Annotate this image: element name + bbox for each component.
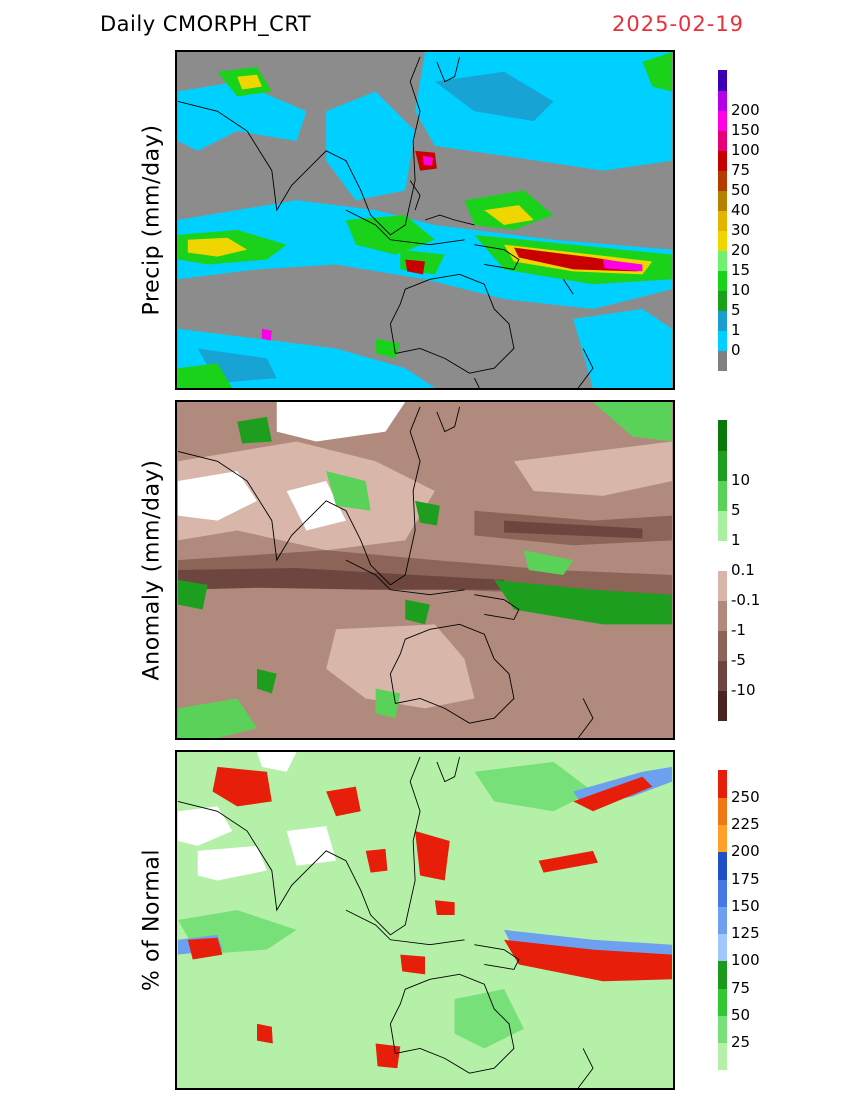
anomaly-map-panel — [175, 400, 675, 740]
colorbar-label: 40 — [731, 200, 751, 219]
colorbar-swatch — [718, 330, 727, 351]
colorbar-swatch — [718, 824, 727, 853]
precip-map — [177, 52, 673, 388]
colorbar-label: 175 — [731, 869, 760, 888]
pct-normal-axis-label: % of Normal — [139, 848, 165, 992]
colorbar-label: 30 — [731, 220, 751, 239]
colorbar-label: -0.1 — [731, 590, 761, 609]
colorbar-label: 75 — [731, 160, 751, 179]
colorbar-label: 1 — [731, 320, 741, 339]
colorbar-swatch — [718, 150, 727, 171]
precip-axis-label: Precip (mm/day) — [139, 124, 165, 316]
colorbar-label: -1 — [731, 620, 746, 639]
colorbar-swatch — [718, 879, 727, 907]
colorbar-label: 20 — [731, 240, 751, 259]
anomaly-axis-label: Anomaly (mm/day) — [139, 459, 165, 681]
colorbar-label: -10 — [731, 680, 756, 699]
anomaly-colorbar — [718, 420, 727, 721]
colorbar-swatch — [718, 230, 727, 251]
colorbar-swatch — [718, 851, 727, 880]
figure-title: Daily CMORPH_CRT — [100, 12, 312, 36]
colorbar-label: 15 — [731, 260, 751, 279]
colorbar-label: 250 — [731, 787, 760, 806]
colorbar-label: 0 — [731, 340, 741, 359]
colorbar-swatch — [718, 190, 727, 211]
colorbar-swatch — [718, 933, 727, 962]
colorbar-label: 10 — [731, 280, 751, 299]
colorbar-swatch — [718, 310, 727, 331]
colorbar-swatch — [718, 420, 727, 451]
colorbar-label: 5 — [731, 500, 741, 519]
colorbar-swatch — [718, 290, 727, 311]
colorbar-swatch — [718, 480, 727, 511]
colorbar-swatch — [718, 110, 727, 131]
colorbar-swatch — [718, 450, 727, 481]
colorbar-label: 50 — [731, 180, 751, 199]
colorbar-swatch — [718, 600, 727, 631]
colorbar-label: 200 — [731, 100, 760, 119]
colorbar-label: 5 — [731, 300, 741, 319]
colorbar-swatch — [718, 170, 727, 191]
colorbar-swatch — [718, 510, 727, 541]
pct-normal-colorbar — [718, 770, 727, 1071]
colorbar-swatch — [718, 570, 727, 601]
colorbar-label: 50 — [731, 1005, 751, 1024]
colorbar-swatch — [718, 250, 727, 271]
colorbar-swatch — [718, 70, 727, 91]
colorbar-label: -5 — [731, 650, 746, 669]
precip-map-panel — [175, 50, 675, 390]
colorbar-label: 125 — [731, 924, 760, 943]
colorbar-label: 0.1 — [731, 560, 755, 579]
colorbar-swatch — [718, 270, 727, 291]
colorbar-swatch — [718, 1015, 727, 1044]
colorbar-label: 100 — [731, 951, 760, 970]
colorbar-label: 100 — [731, 140, 760, 159]
colorbar-label: 10 — [731, 470, 751, 489]
colorbar-label: 225 — [731, 815, 760, 834]
colorbar-swatch — [718, 540, 727, 571]
figure-date: 2025-02-19 — [612, 12, 745, 36]
pct-normal-map-panel — [175, 750, 675, 1090]
colorbar-swatch — [718, 988, 727, 1016]
colorbar-swatch — [718, 770, 727, 798]
colorbar-label: 150 — [731, 120, 760, 139]
colorbar-swatch — [718, 210, 727, 231]
precip-colorbar — [718, 70, 727, 371]
colorbar-label: 150 — [731, 896, 760, 915]
colorbar-swatch — [718, 797, 727, 826]
colorbar-label: 75 — [731, 978, 751, 997]
pct-normal-map — [177, 752, 673, 1088]
colorbar-swatch — [718, 130, 727, 151]
colorbar-swatch — [718, 350, 727, 371]
colorbar-swatch — [718, 660, 727, 691]
anomaly-map — [177, 402, 673, 738]
colorbar-swatch — [718, 690, 727, 721]
colorbar-label: 25 — [731, 1033, 751, 1052]
colorbar-label: 1 — [731, 530, 741, 549]
colorbar-swatch — [718, 90, 727, 111]
colorbar-swatch — [718, 1042, 727, 1071]
colorbar-swatch — [718, 906, 727, 935]
colorbar-label: 200 — [731, 842, 760, 861]
colorbar-swatch — [718, 630, 727, 661]
colorbar-swatch — [718, 960, 727, 989]
